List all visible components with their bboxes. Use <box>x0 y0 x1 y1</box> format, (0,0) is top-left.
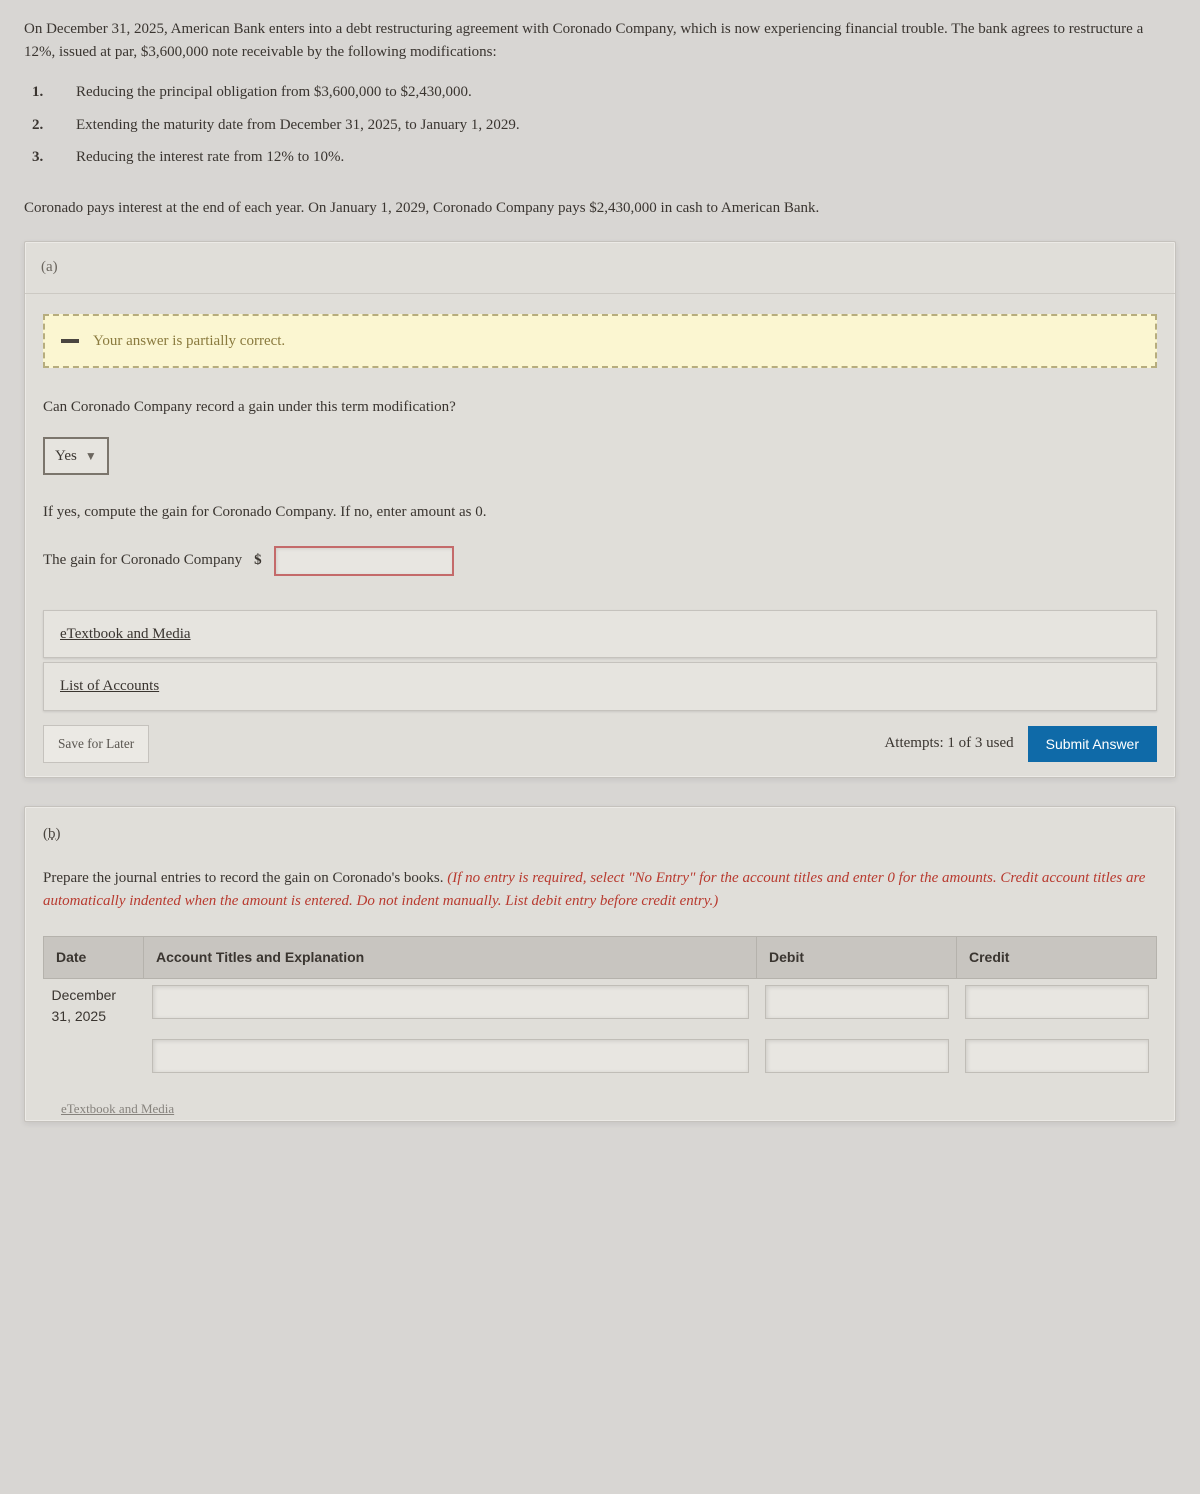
problem-post-text: Coronado pays interest at the end of eac… <box>24 197 1176 220</box>
journal-row <box>44 1033 1157 1079</box>
etextbook-label: eTextbook and Media <box>60 626 191 642</box>
select-value: Yes <box>55 445 77 468</box>
list-accounts-label: List of Accounts <box>60 678 159 694</box>
attempts-text: Attempts: 1 of 3 used <box>884 732 1013 755</box>
feedback-banner: Your answer is partially correct. <box>43 314 1157 369</box>
mod-number: 1. <box>32 81 76 104</box>
section-b-label: (b) <box>43 826 61 842</box>
section-b-instructions: Prepare the journal entries to record th… <box>43 867 1157 912</box>
mod-text: Reducing the principal obligation from $… <box>76 81 472 104</box>
mod-text: Reducing the interest rate from 12% to 1… <box>76 146 344 169</box>
section-a: (a) Your answer is partially correct. Ca… <box>24 241 1176 778</box>
question-1: Can Coronado Company record a gain under… <box>43 396 1157 419</box>
gain-yes-no-select[interactable]: Yes ▼ <box>43 437 109 476</box>
question-2: If yes, compute the gain for Coronado Co… <box>43 501 1157 524</box>
save-for-later-button[interactable]: Save for Later <box>43 725 149 763</box>
modification-item: 2. Extending the maturity date from Dece… <box>32 114 1176 137</box>
feedback-text: Your answer is partially correct. <box>93 330 285 353</box>
gain-amount-input[interactable] <box>274 546 454 576</box>
debit-input[interactable] <box>765 1039 949 1073</box>
journal-row: December 31, 2025 <box>44 979 1157 1034</box>
dollar-sign: $ <box>254 549 262 572</box>
col-debit: Debit <box>757 937 957 979</box>
col-date: Date <box>44 937 144 979</box>
instr-lead: Prepare the journal entries to record th… <box>43 870 447 886</box>
chevron-down-icon: ▼ <box>85 447 97 465</box>
section-b: (b) Prepare the journal entries to recor… <box>24 806 1176 1122</box>
etextbook-media-button[interactable]: eTextbook and Media <box>43 610 1157 659</box>
cutoff-text: eTextbook and Media <box>61 1099 1157 1119</box>
list-of-accounts-button[interactable]: List of Accounts <box>43 662 1157 711</box>
mod-number: 3. <box>32 146 76 169</box>
problem-intro: On December 31, 2025, American Bank ente… <box>24 18 1176 63</box>
credit-input[interactable] <box>965 1039 1149 1073</box>
gain-label: The gain for Coronado Company <box>43 549 242 572</box>
modification-list: 1. Reducing the principal obligation fro… <box>32 81 1176 169</box>
credit-input[interactable] <box>965 985 1149 1019</box>
col-account: Account Titles and Explanation <box>144 937 757 979</box>
account-title-input[interactable] <box>152 985 749 1019</box>
row-date: December 31, 2025 <box>44 979 144 1034</box>
journal-entry-table: Date Account Titles and Explanation Debi… <box>43 936 1157 1079</box>
mod-text: Extending the maturity date from Decembe… <box>76 114 520 137</box>
account-title-input[interactable] <box>152 1039 749 1073</box>
section-a-footer: Save for Later Attempts: 1 of 3 used Sub… <box>43 711 1157 777</box>
minus-icon <box>61 339 79 343</box>
mod-number: 2. <box>32 114 76 137</box>
col-credit: Credit <box>957 937 1157 979</box>
section-a-header: (a) <box>25 242 1175 294</box>
submit-answer-button[interactable]: Submit Answer <box>1028 726 1157 762</box>
debit-input[interactable] <box>765 985 949 1019</box>
modification-item: 1. Reducing the principal obligation fro… <box>32 81 1176 104</box>
modification-item: 3. Reducing the interest rate from 12% t… <box>32 146 1176 169</box>
section-a-label: (a) <box>41 259 58 275</box>
